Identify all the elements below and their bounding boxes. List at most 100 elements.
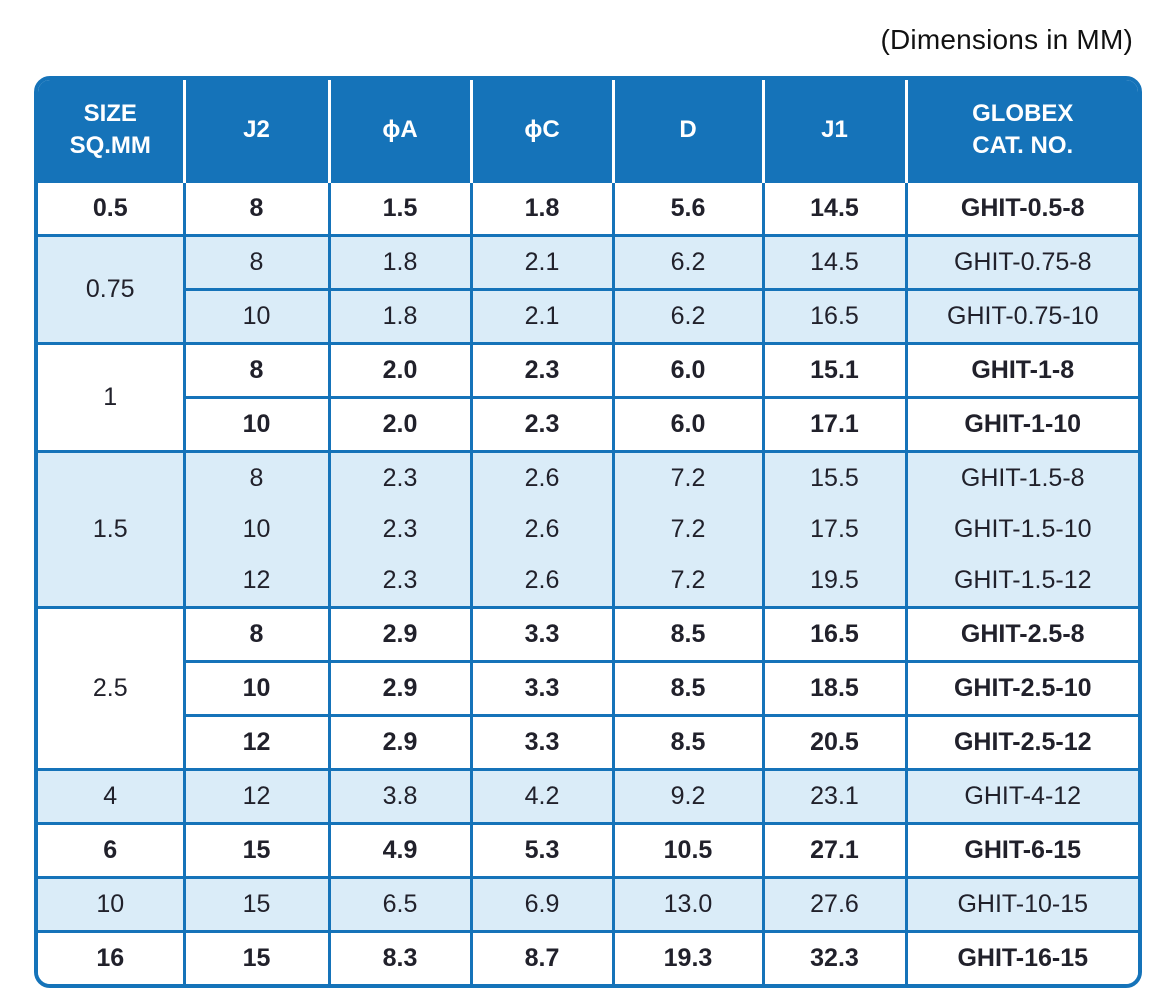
size-cell: 4 <box>38 768 184 824</box>
cell-j2: 15 <box>182 822 329 878</box>
cell-j1: 15.5 <box>761 450 906 504</box>
cell-d: 6.0 <box>611 342 763 398</box>
dimensions-note: (Dimensions in MM) <box>880 24 1133 55</box>
cell-phi-a: 2.3 <box>327 450 471 504</box>
cell-phi-c: 2.6 <box>469 555 613 608</box>
cell-phi-c: 2.6 <box>469 504 613 555</box>
header-row: SIZE SQ.MM J2 ɸA ɸC D J1 GLOBEX CAT. NO. <box>38 80 1138 182</box>
cell-cat-no: GHIT-16-15 <box>904 930 1138 984</box>
cell-phi-a: 8.3 <box>327 930 471 984</box>
column-header-j2: J2 <box>182 80 329 182</box>
cell-j2: 8 <box>182 234 329 290</box>
table-row: 10 2.9 3.3 8.5 18.5 GHIT-2.5-10 <box>38 660 1138 716</box>
cell-j2: 8 <box>182 606 329 662</box>
cell-phi-c: 8.7 <box>469 930 613 984</box>
cell-phi-c: 2.1 <box>469 234 613 290</box>
column-header-j1: J1 <box>761 80 906 182</box>
cell-d: 8.5 <box>611 714 763 770</box>
table-row: 6 15 4.9 5.3 10.5 27.1 GHIT-6-15 <box>38 822 1138 878</box>
cell-phi-c: 1.8 <box>469 180 613 236</box>
cell-d: 5.6 <box>611 180 763 236</box>
table-row: 10 15 6.5 6.9 13.0 27.6 GHIT-10-15 <box>38 876 1138 932</box>
cell-j2: 12 <box>182 714 329 770</box>
column-header-size: SIZE SQ.MM <box>38 80 184 182</box>
table-row: 2.5 8 2.9 3.3 8.5 16.5 GHIT-2.5-8 <box>38 606 1138 770</box>
cell-j1: 18.5 <box>761 660 906 716</box>
cell-phi-c: 3.3 <box>469 714 613 770</box>
cell-j1: 14.5 <box>761 180 906 236</box>
table-row: 12 2.3 2.6 7.2 19.5 GHIT-1.5-12 <box>38 555 1138 608</box>
cell-j2: 8 <box>182 450 329 504</box>
cell-phi-c: 2.6 <box>469 450 613 504</box>
cell-phi-a: 4.9 <box>327 822 471 878</box>
cell-j2: 8 <box>182 180 329 236</box>
column-header-phi-c: ɸC <box>469 80 613 182</box>
cell-cat-no: GHIT-0.75-8 <box>904 234 1138 290</box>
cell-cat-no: GHIT-1-10 <box>904 396 1138 452</box>
column-header-phi-a: ɸA <box>327 80 471 182</box>
cell-phi-a: 2.9 <box>327 660 471 716</box>
cell-cat-no: GHIT-0.5-8 <box>904 180 1138 236</box>
table-row: 1.5 8 2.3 2.6 7.2 15.5 GHIT-1.5-8 <box>38 450 1138 608</box>
table-row: 10 2.3 2.6 7.2 17.5 GHIT-1.5-10 <box>38 504 1138 555</box>
cell-cat-no: GHIT-2.5-10 <box>904 660 1138 716</box>
table-row: 0.5 8 1.5 1.8 5.6 14.5 GHIT-0.5-8 <box>38 180 1138 236</box>
cell-phi-a: 2.9 <box>327 714 471 770</box>
cell-cat-no: GHIT-4-12 <box>904 768 1138 824</box>
cell-phi-a: 2.9 <box>327 606 471 662</box>
cell-j1: 14.5 <box>761 234 906 290</box>
cell-j1: 23.1 <box>761 768 906 824</box>
cell-j2: 10 <box>182 396 329 452</box>
table-header: SIZE SQ.MM J2 ɸA ɸC D J1 GLOBEX CAT. NO. <box>38 80 1138 182</box>
cell-phi-a: 1.8 <box>327 234 471 290</box>
dimensions-table: SIZE SQ.MM J2 ɸA ɸC D J1 GLOBEX CAT. NO. 0.5 8 1… <box>38 80 1138 984</box>
cell-phi-a: 2.0 <box>327 342 471 398</box>
cell-j1: 27.6 <box>761 876 906 932</box>
cell-j1: 32.3 <box>761 930 906 984</box>
size-cell: 1 <box>38 342 184 452</box>
size-cell: 6 <box>38 822 184 878</box>
table-row: 10 2.0 2.3 6.0 17.1 GHIT-1-10 <box>38 396 1138 452</box>
table-row: 16 15 8.3 8.7 19.3 32.3 GHIT-16-15 <box>38 930 1138 984</box>
size-cell: 0.5 <box>38 180 184 236</box>
table-row: 12 2.9 3.3 8.5 20.5 GHIT-2.5-12 <box>38 714 1138 770</box>
cell-phi-a: 1.8 <box>327 288 471 344</box>
cell-j1: 17.5 <box>761 504 906 555</box>
cell-d: 8.5 <box>611 606 763 662</box>
cell-d: 6.0 <box>611 396 763 452</box>
cell-j2: 15 <box>182 876 329 932</box>
cell-phi-c: 3.3 <box>469 660 613 716</box>
cell-j2: 10 <box>182 504 329 555</box>
cell-j1: 16.5 <box>761 288 906 344</box>
cell-j1: 27.1 <box>761 822 906 878</box>
cell-cat-no: GHIT-6-15 <box>904 822 1138 878</box>
cell-j2: 15 <box>182 930 329 984</box>
cell-j1: 17.1 <box>761 396 906 452</box>
size-cell: 1.5 <box>38 450 184 608</box>
cell-j2: 12 <box>182 768 329 824</box>
cell-d: 19.3 <box>611 930 763 984</box>
cell-d: 8.5 <box>611 660 763 716</box>
cell-d: 7.2 <box>611 504 763 555</box>
cell-cat-no: GHIT-1.5-8 <box>904 450 1138 504</box>
column-header-d: D <box>611 80 763 182</box>
cell-cat-no: GHIT-1.5-10 <box>904 504 1138 555</box>
cell-phi-c: 2.3 <box>469 396 613 452</box>
size-cell: 16 <box>38 930 184 984</box>
cell-phi-c: 6.9 <box>469 876 613 932</box>
cell-cat-no: GHIT-10-15 <box>904 876 1138 932</box>
cell-j1: 15.1 <box>761 342 906 398</box>
cell-phi-c: 2.3 <box>469 342 613 398</box>
size-cell: 10 <box>38 876 184 932</box>
cell-phi-c: 3.3 <box>469 606 613 662</box>
cell-j2: 10 <box>182 288 329 344</box>
cell-cat-no: GHIT-2.5-8 <box>904 606 1138 662</box>
cell-d: 13.0 <box>611 876 763 932</box>
cell-j1: 19.5 <box>761 555 906 608</box>
cell-d: 7.2 <box>611 450 763 504</box>
cell-j1: 16.5 <box>761 606 906 662</box>
cell-phi-a: 2.3 <box>327 555 471 608</box>
cell-phi-a: 2.3 <box>327 504 471 555</box>
cell-d: 6.2 <box>611 288 763 344</box>
